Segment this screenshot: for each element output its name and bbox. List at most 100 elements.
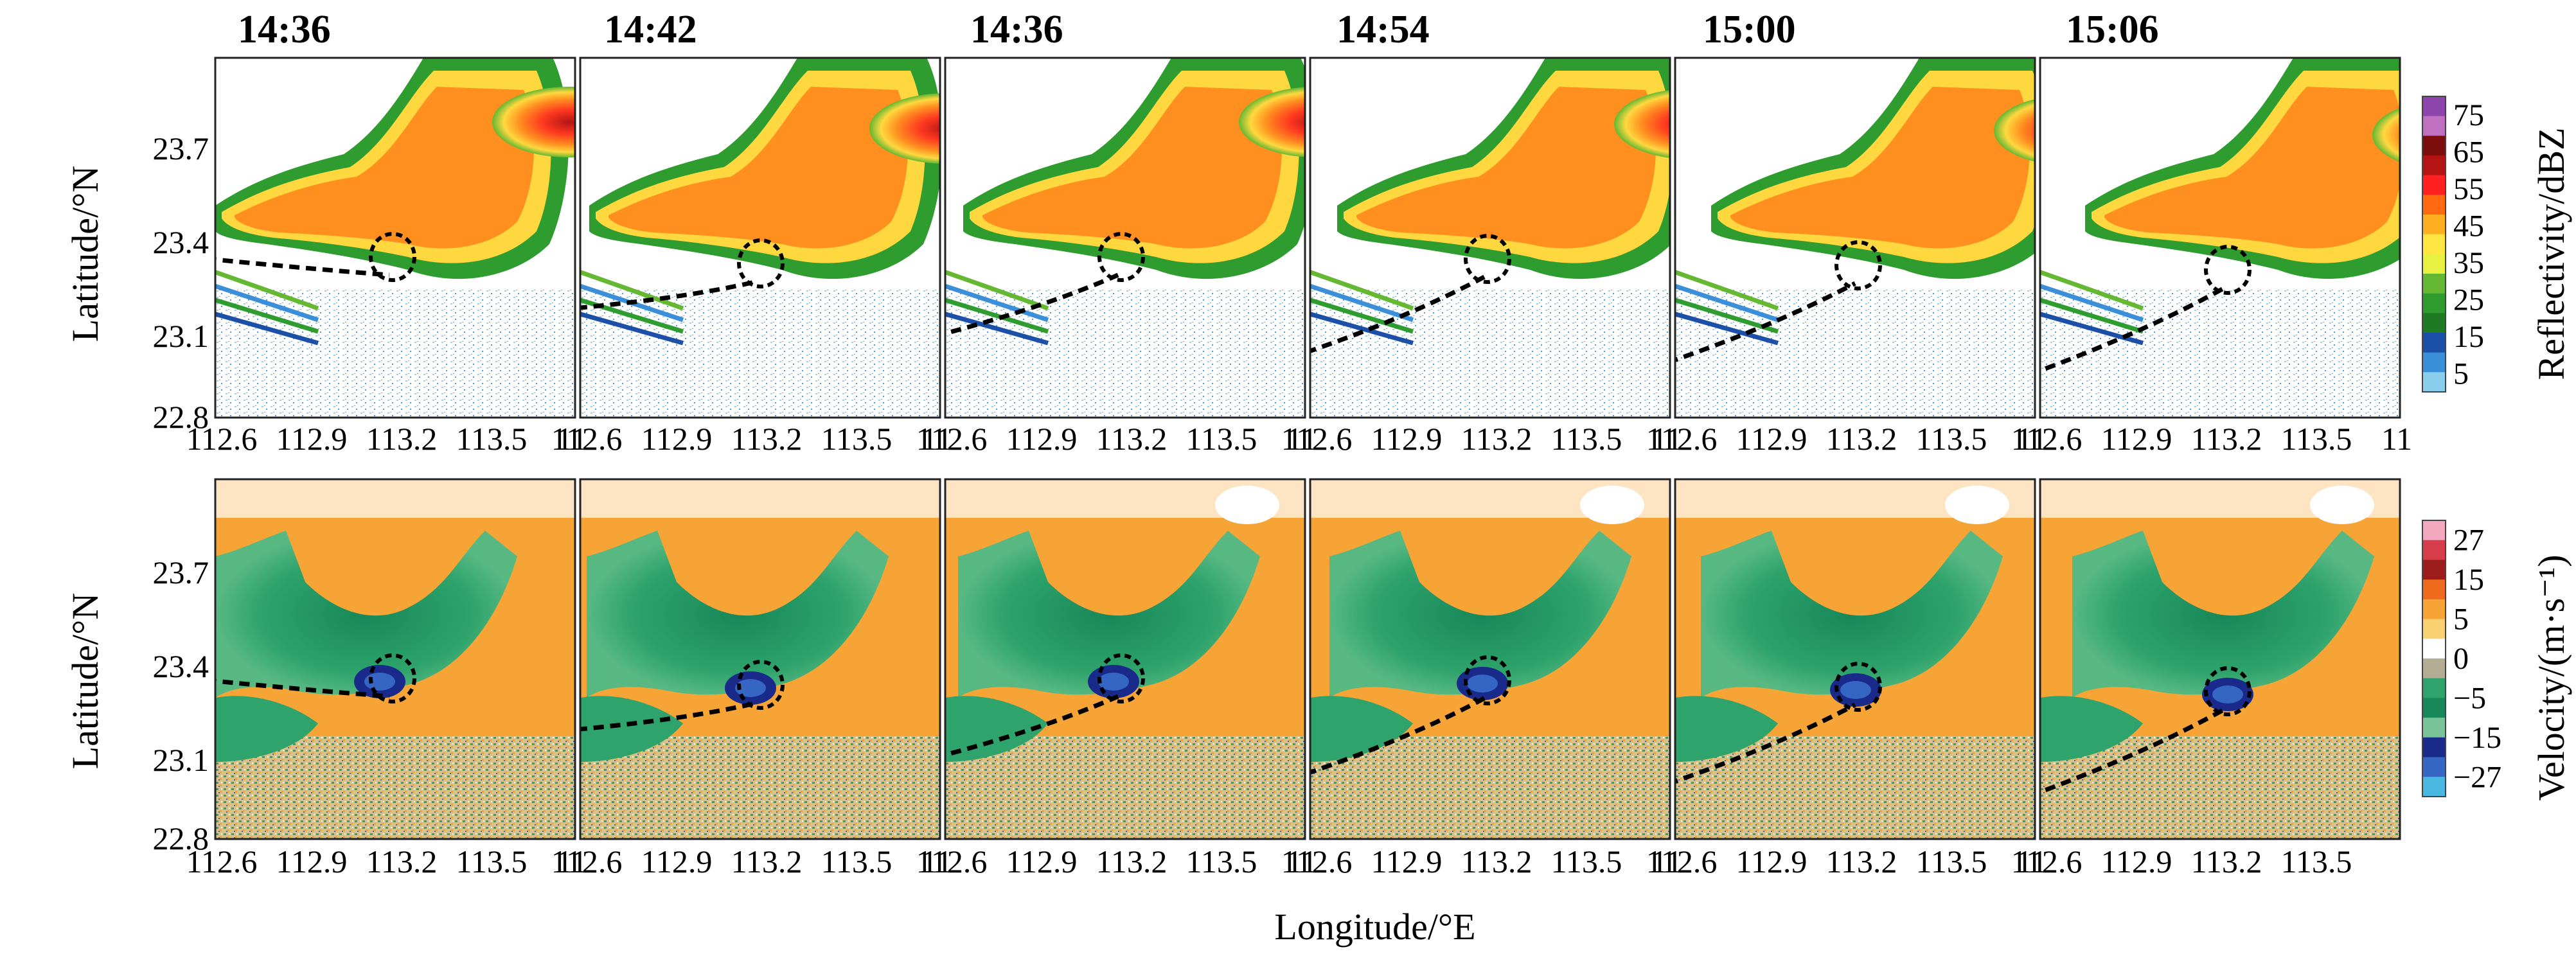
cb-vel-ticks-0: 27 [2453, 524, 2484, 558]
cb-refl-swatch-10 [2422, 293, 2446, 314]
ylabel-bottom: Latitude/°N [64, 593, 106, 769]
time-label-1: 14:36 [238, 8, 331, 51]
x-tick-r2-p1-3: 113.5 [456, 844, 528, 879]
x-tick-r2-p5-0: 112.6 [1646, 844, 1718, 879]
x-tick-r2-p3-2: 113.2 [1096, 844, 1168, 879]
x-tick-r1-p4-0: 112.6 [1281, 421, 1353, 457]
cb-vel-swatch-12 [2422, 757, 2446, 777]
cb-refl-ticks-4: 35 [2453, 246, 2484, 280]
x-tick-r1-p2-1: 112.9 [641, 421, 713, 457]
vel-circle-4 [1464, 655, 1511, 705]
x-tick-r2-p2-0: 112.6 [551, 844, 623, 879]
x-tick-r1-p3-0: 112.6 [916, 421, 988, 457]
x-tick-r1-p5-3: 113.5 [1916, 421, 1987, 457]
cb-vel-swatch-1 [2422, 540, 2446, 560]
x-tick-r2-p3-1: 112.9 [1006, 844, 1078, 879]
cb-vel-swatch-13 [2422, 777, 2446, 797]
cb-refl-ticks-7: 5 [2453, 357, 2469, 391]
vel-circle-2 [737, 660, 785, 710]
x-tick-r1-p6-1: 112.9 [2101, 421, 2172, 457]
refl-track-2 [580, 279, 758, 310]
vel-track-6 [2040, 707, 2226, 795]
vel-circle-5 [1834, 662, 1882, 712]
refl-track-3 [945, 272, 1119, 336]
time-labels: 14:36 14:42 14:36 14:54 15:00 15:06 [238, 8, 2159, 51]
x-edge-tick-r2-p3: 11 [1286, 844, 1317, 879]
ylabel-top: Latitude/°N [64, 166, 106, 342]
x-tick-r1-p2-2: 113.2 [731, 421, 803, 457]
x-tick-r2-p1-2: 113.2 [366, 844, 438, 879]
cb-refl-ticks-5: 25 [2453, 283, 2484, 317]
cb-refl-swatch-0 [2422, 96, 2446, 117]
refl-circle-6 [2204, 245, 2252, 295]
cb-vel-swatch-4 [2422, 599, 2446, 620]
cb-refl-ticks-2: 55 [2453, 172, 2484, 206]
reflectivity-panel-1 [214, 57, 576, 419]
x-tick-r1-p4-3: 113.5 [1551, 421, 1622, 457]
x-tick-r1-p1-0: 112.6 [186, 421, 258, 457]
velocity-colorbar-swatches [2422, 520, 2446, 797]
cb-vel-swatch-5 [2422, 619, 2446, 639]
x-edge-tick-r1-p3: 11 [1286, 421, 1317, 457]
time-label-5: 15:00 [1703, 8, 1796, 51]
y-tick-top-23.4: 23.4 [153, 224, 209, 260]
x-edge-tick-r1-p5: 11 [2016, 421, 2047, 457]
cb-vel-swatch-3 [2422, 579, 2446, 600]
x-edge-tick-r1-p4: 11 [1651, 421, 1682, 457]
y-tick-bottom-22.8: 22.8 [153, 820, 209, 856]
cb-vel-swatch-10 [2422, 718, 2446, 738]
cb-vel-swatch-0 [2422, 520, 2446, 541]
x-tick-r1-p6-3: 113.5 [2281, 421, 2352, 457]
x-tick-r2-p4-3: 113.5 [1551, 844, 1622, 879]
x-tick-r2-p6-2: 113.2 [2191, 844, 2262, 879]
cb-vel-ticks-5: −15 [2453, 721, 2501, 755]
vel-circle-6 [2204, 666, 2252, 716]
velocity-colorbar-title: Velocity/(m·s⁻¹) [2530, 554, 2572, 800]
cb-vel-ticks-1: 15 [2453, 563, 2484, 597]
reflectivity-panel-3 [944, 57, 1306, 419]
x-tick-r1-p2-0: 112.6 [551, 421, 623, 457]
vel-track-5 [1675, 702, 1856, 784]
cb-vel-swatch-7 [2422, 658, 2446, 679]
refl-track-6 [2040, 285, 2226, 373]
refl-track-1 [215, 257, 390, 278]
cb-refl-swatch-4 [2422, 175, 2446, 195]
vel-track-2 [580, 700, 758, 732]
vel-track-1 [215, 678, 390, 699]
x-tick-r2-p6-3: 113.5 [2281, 844, 2352, 879]
velocity-panel-5 [1674, 478, 2036, 840]
cb-vel-ticks-2: 5 [2453, 603, 2469, 637]
cb-refl-swatch-9 [2422, 274, 2446, 294]
x-edge-tick-r1-p2: 11 [921, 421, 952, 457]
x-tick-r1-p6-2: 113.2 [2191, 421, 2262, 457]
velocity-panel-3 [944, 478, 1306, 840]
cb-refl-swatch-12 [2422, 333, 2446, 353]
x-tick-r1-p5-1: 112.9 [1736, 421, 1808, 457]
cb-vel-ticks-6: −27 [2453, 760, 2501, 794]
cb-refl-swatch-1 [2422, 116, 2446, 136]
x-tick-r2-p1-0: 112.6 [186, 844, 258, 879]
x-tick-r1-p5-2: 113.2 [1826, 421, 1897, 457]
reflectivity-row [214, 57, 2401, 419]
x-edge-tick-r2-p4: 11 [1651, 844, 1682, 879]
reflectivity-panel-2 [579, 57, 941, 419]
y-ticks-top: 23.7 23.4 23.1 22.8 [153, 130, 209, 435]
velocity-panel-2 [579, 478, 941, 840]
x-tick-r2-p6-1: 112.9 [2101, 844, 2172, 879]
x-tick-r2-p2-1: 112.9 [641, 844, 713, 879]
x-tick-r2-p5-2: 113.2 [1826, 844, 1897, 879]
cb-vel-swatch-2 [2422, 560, 2446, 580]
y-tick-bottom-23.1: 23.1 [153, 742, 209, 778]
cb-refl-swatch-13 [2422, 352, 2446, 373]
x-tick-r2-p4-2: 113.2 [1461, 844, 1532, 879]
time-label-4: 14:54 [1337, 8, 1430, 51]
x-edge-tick-r2-p5: 11 [2016, 844, 2047, 879]
x-tick-r1-p1-1: 112.9 [276, 421, 348, 457]
x-tick-r1-p2-3: 113.5 [821, 421, 893, 457]
x-tick-r1-p6-0: 112.6 [2011, 421, 2083, 457]
x-tick-r2-p5-3: 113.5 [1916, 844, 1987, 879]
velocity-panel-1 [214, 478, 576, 840]
x-tick-r1-p4-1: 112.9 [1371, 421, 1443, 457]
x-tick-r1-p5-0: 112.6 [1646, 421, 1718, 457]
reflectivity-colorbar-title: Reflectivity/dBZ [2530, 127, 2572, 380]
